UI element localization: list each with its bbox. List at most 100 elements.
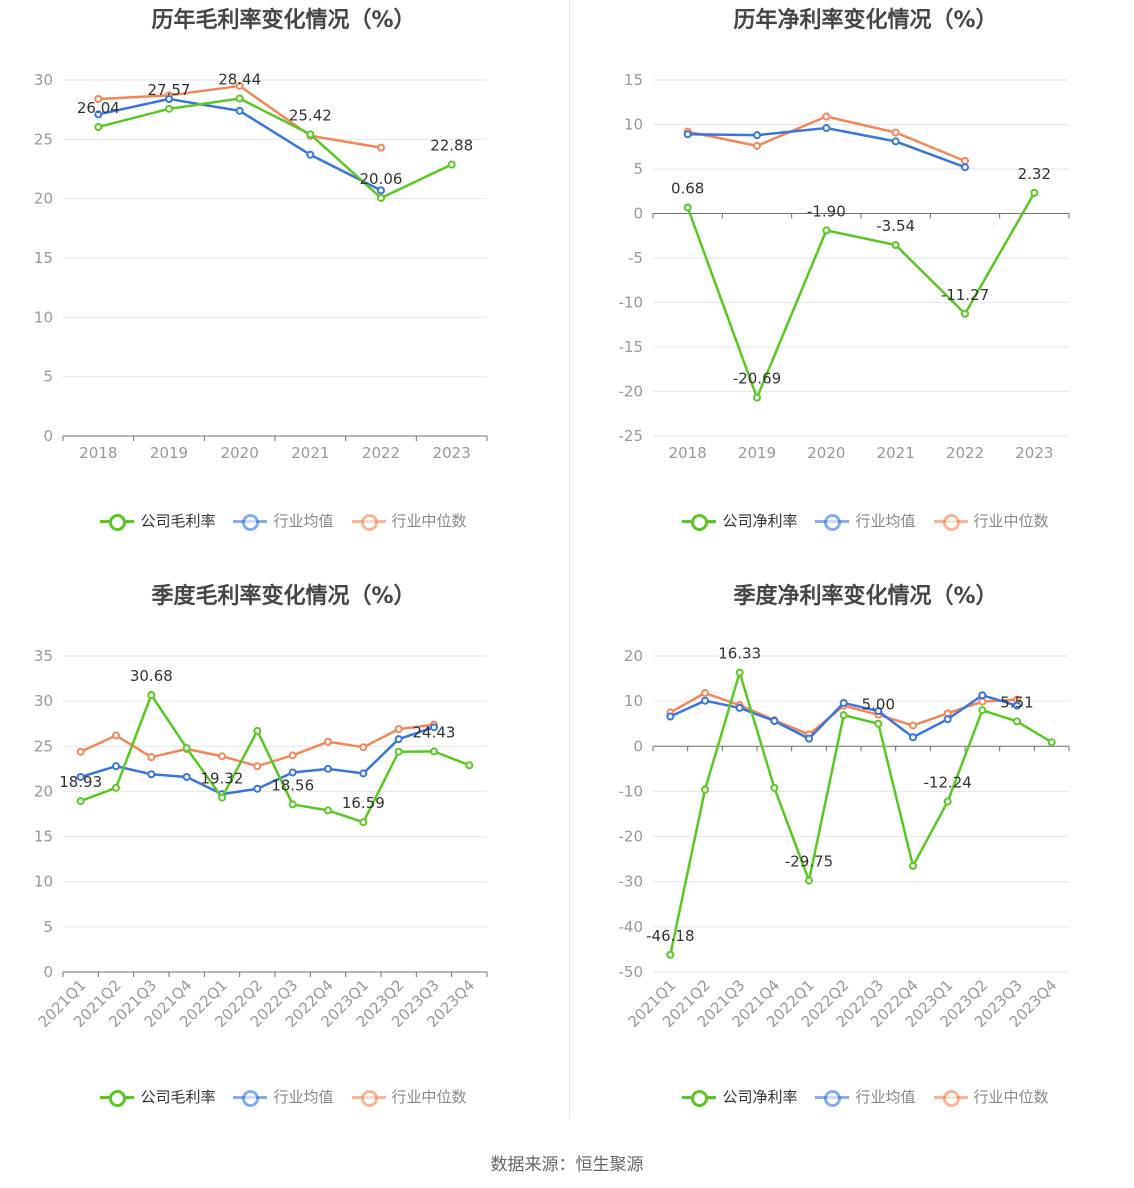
legend-item-avg[interactable]: 行业均值	[815, 1086, 916, 1107]
legend-item-avg[interactable]: 行业均值	[233, 510, 334, 531]
data-point-median	[288, 751, 297, 760]
y-tick-label: 0	[633, 205, 643, 223]
x-tick-label: 2018	[669, 444, 707, 462]
data-point-avg	[822, 124, 831, 133]
data-point-avg	[701, 696, 709, 705]
data-point-company	[1047, 738, 1056, 747]
data-point-company	[147, 691, 156, 700]
legend-label: 行业中位数	[391, 512, 467, 530]
series-line-avg	[687, 126, 966, 169]
x-tick-label: 2023	[433, 444, 471, 462]
x-tick-label: 2020	[221, 444, 259, 462]
data-point-median	[253, 762, 262, 771]
series-line-company	[686, 192, 1036, 399]
series-line-company	[669, 671, 1053, 956]
data-point-avg	[770, 717, 779, 726]
data-point-median	[701, 689, 709, 698]
data-point-avg	[76, 772, 85, 781]
data-point-avg	[306, 150, 315, 159]
data-point-company	[430, 747, 438, 756]
data-point-avg	[430, 723, 438, 732]
legend-item-median[interactable]: 行业中位数	[933, 510, 1049, 531]
data-label: 16.33	[718, 645, 761, 663]
x-tick-label: 2022	[362, 444, 400, 462]
legend-item-median[interactable]: 行业中位数	[933, 1086, 1049, 1107]
legend-item-median[interactable]: 行业中位数	[351, 1086, 467, 1107]
y-tick-label: 5	[633, 160, 643, 178]
chart-legend: 公司净利率 行业均值 行业中位数	[582, 1086, 1134, 1107]
data-label: 0.68	[671, 179, 704, 197]
data-point-company	[253, 726, 262, 735]
legend-label: 行业均值	[855, 1088, 916, 1106]
legend-label: 行业均值	[273, 512, 334, 530]
data-point-avg	[735, 703, 744, 712]
legend-item-avg[interactable]: 行业均值	[233, 1086, 334, 1107]
data-label: 27.57	[148, 81, 191, 99]
data-point-company	[94, 122, 103, 131]
data-point-avg	[147, 770, 156, 779]
data-point-company	[182, 744, 191, 753]
data-point-company	[701, 785, 709, 794]
y-tick-label: -30	[619, 873, 644, 891]
data-label: 16.59	[342, 794, 385, 812]
legend-symbol	[351, 513, 386, 531]
chart-plot: 0 5 10 15 20 25 30 2018 2019 2020 2021 2022 2023 26.0…	[34, 71, 488, 462]
legend-symbol	[933, 1089, 968, 1107]
legend-symbol	[815, 1089, 850, 1107]
legend-label: 行业中位数	[973, 1088, 1049, 1106]
data-label: -20.69	[733, 370, 781, 388]
legend-item-median[interactable]: 行业中位数	[351, 510, 467, 531]
y-tick-label: 30	[34, 71, 53, 89]
legend-label: 行业均值	[273, 1088, 334, 1106]
data-label: -1.90	[807, 202, 846, 220]
legend-item-company[interactable]: 公司净利率	[682, 1086, 797, 1107]
data-point-company	[909, 861, 917, 870]
data-point-median	[891, 128, 900, 137]
legend-item-company[interactable]: 公司毛利率	[100, 510, 215, 531]
data-point-avg	[253, 784, 262, 793]
data-point-company	[1013, 717, 1021, 726]
legend-symbol	[682, 513, 717, 531]
data-point-avg	[288, 768, 297, 777]
data-label: 18.56	[271, 776, 314, 794]
data-point-company	[306, 130, 315, 139]
legend-item-avg[interactable]: 行业均值	[815, 510, 916, 531]
data-label: -29.75	[785, 853, 833, 871]
data-point-median	[76, 747, 85, 756]
y-tick-label: -20	[619, 383, 644, 401]
y-tick-label: -10	[619, 294, 644, 312]
data-point-avg	[909, 733, 917, 742]
data-point-median	[235, 81, 244, 90]
legend-symbol	[351, 1089, 386, 1107]
y-tick-label: 20	[624, 647, 643, 665]
y-tick-label: 25	[34, 130, 53, 148]
x-tick-label: 2021	[877, 444, 915, 462]
legend-symbol	[682, 1089, 717, 1107]
chart-plot: -25 -20 -15 -10 -5 0 5 10 15 2018 2019 2020 2021 2022…	[619, 71, 1070, 462]
legend-symbol	[233, 1089, 268, 1107]
legend-label: 公司净利率	[722, 1088, 798, 1106]
series-line-company	[80, 693, 470, 824]
legend-item-company[interactable]: 公司净利率	[682, 510, 797, 531]
data-point-avg	[324, 764, 332, 773]
data-point-avg	[165, 94, 173, 103]
data-point-company	[753, 393, 761, 402]
chart-legend: 公司毛利率 行业均值 行业中位数	[0, 510, 567, 531]
data-point-median	[822, 112, 831, 121]
data-point-avg	[839, 698, 848, 707]
legend-label: 行业均值	[855, 512, 916, 530]
chart-quarterly-net-margin: 季度净利率变化情况（%） -50 -40 -30 -20 -10 0 10 20 2021Q1 2…	[582, 576, 1134, 1152]
data-label: -11.27	[941, 286, 989, 304]
data-point-company	[978, 706, 987, 715]
data-point-company	[76, 797, 85, 806]
x-tick-label: 2022	[946, 444, 984, 462]
y-tick-label: 5	[43, 918, 53, 936]
data-point-company	[961, 309, 969, 318]
data-point-company	[683, 203, 692, 212]
legend-item-company[interactable]: 公司毛利率	[100, 1086, 215, 1107]
y-tick-label: -10	[619, 782, 644, 800]
x-tick-label: 2021	[291, 444, 329, 462]
data-point-avg	[112, 762, 120, 771]
y-tick-label: 15	[624, 71, 643, 89]
data-point-avg	[377, 186, 385, 195]
